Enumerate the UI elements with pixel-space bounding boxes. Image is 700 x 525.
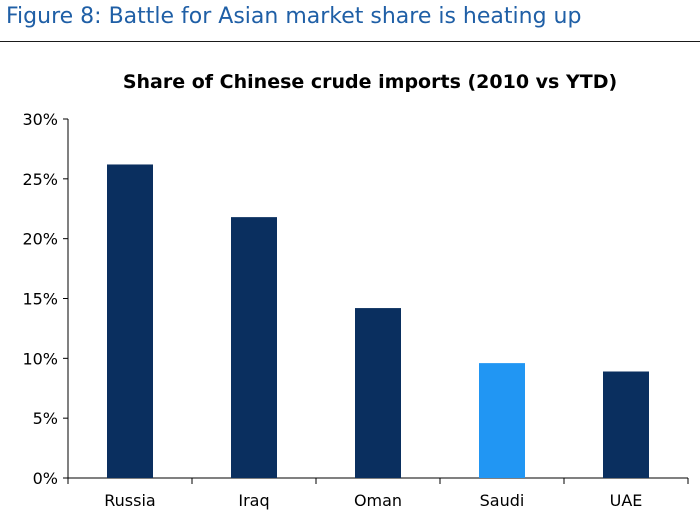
bar-saudi [479, 363, 525, 478]
y-tick-label: 10% [22, 349, 58, 368]
x-tick-label: Oman [354, 491, 402, 510]
x-tick-label: Russia [104, 491, 155, 510]
figure-title: Figure 8: Battle for Asian market share … [6, 4, 582, 29]
y-tick-label: 5% [33, 409, 58, 428]
y-tick-label: 20% [22, 230, 58, 249]
y-tick-label: 0% [33, 469, 58, 488]
x-tick-label: UAE [610, 491, 643, 510]
y-tick-label: 25% [22, 170, 58, 189]
bar-oman [355, 308, 401, 478]
x-tick-label: Iraq [238, 491, 269, 510]
plot-area: 0% 5% 10% 15% 20% 25% 30% Russia Iraq Oman Saudi UA… [22, 110, 689, 510]
x-tick-label: Saudi [480, 491, 525, 510]
y-tick-label: 15% [22, 290, 58, 309]
title-divider [0, 41, 700, 42]
chart-title: Share of Chinese crude imports (2010 vs … [123, 71, 617, 93]
bar-iraq [231, 217, 277, 479]
y-tick-label: 30% [22, 110, 58, 129]
bar-russia [107, 164, 153, 478]
bar-uae [603, 371, 649, 478]
